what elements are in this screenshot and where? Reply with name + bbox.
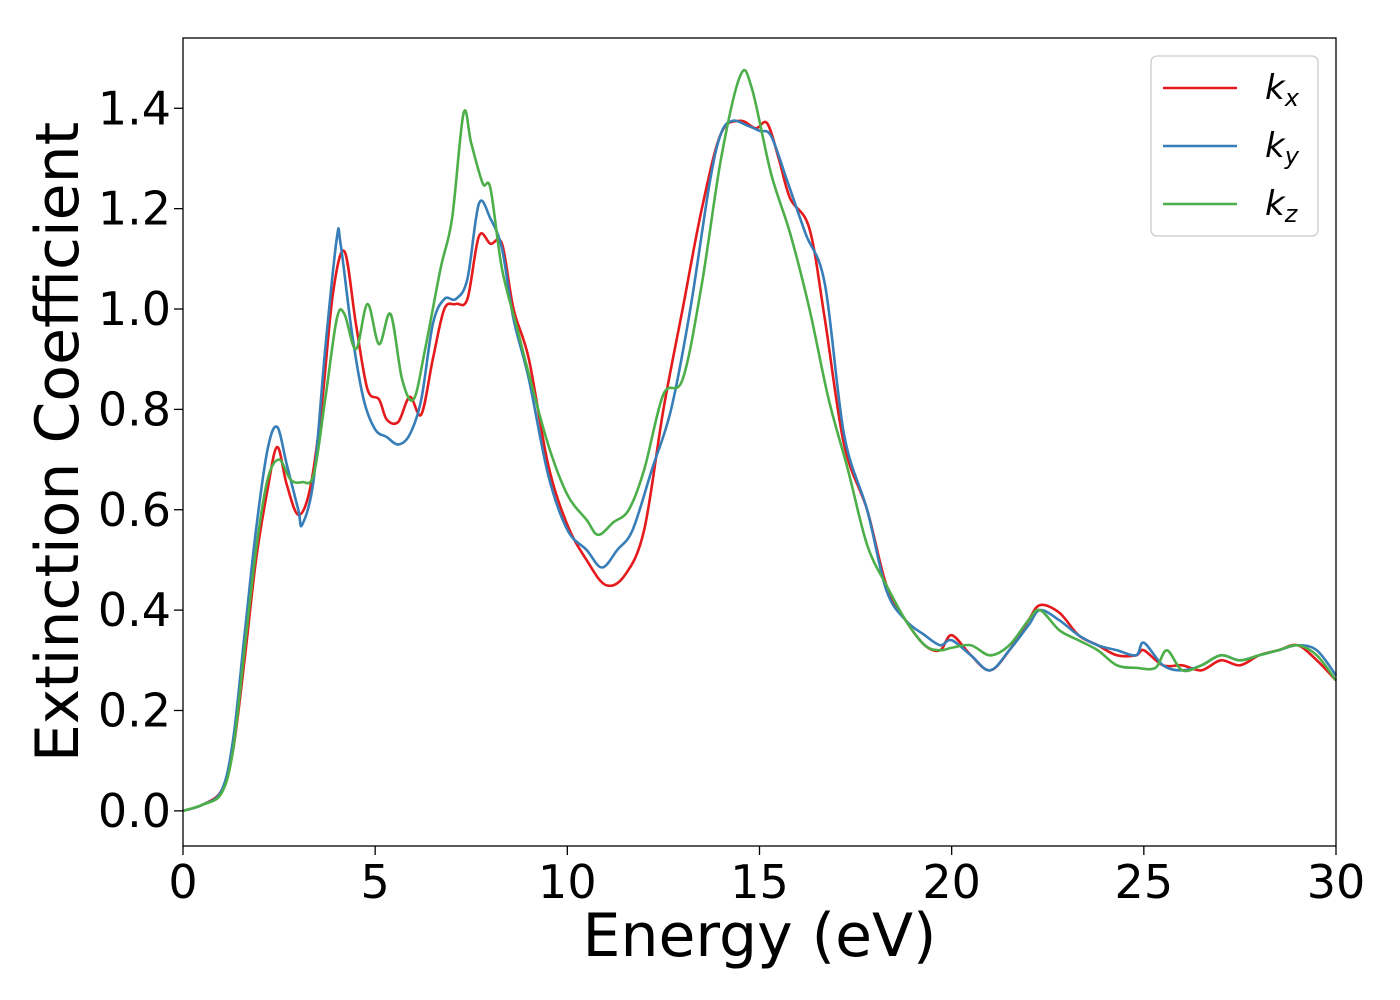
x-tick-label: 30 (1307, 855, 1366, 909)
y-tick-label: 1.2 (98, 182, 171, 236)
x-axis-label: Energy (eV) (583, 901, 937, 971)
legend-label-z: kz (1265, 184, 1299, 228)
x-tick-label: 5 (361, 855, 390, 909)
series-line-z (182, 68, 1338, 813)
x-tick-label: 10 (538, 855, 597, 909)
series-line-y (182, 119, 1338, 813)
y-tick-label: 1.0 (98, 282, 171, 336)
y-tick-label: 0.6 (98, 483, 171, 537)
y-tick-label: 1.4 (98, 81, 171, 135)
y-tick-label: 0.0 (98, 784, 171, 838)
y-axis-label: Extinction Coefficient (23, 122, 93, 762)
y-tick-label: 0.8 (98, 382, 171, 436)
legend-label-y: ky (1265, 126, 1300, 170)
axis-ticks: 0 5 10 15 20 25 30 0.0 0.2 0.4 0.6 0.8 1.0 1.2 1.4 (98, 81, 1365, 909)
x-tick-label: 25 (1115, 855, 1174, 909)
x-tick-label: 0 (168, 855, 197, 909)
legend-label-x: kx (1265, 68, 1300, 112)
x-tick-label: 20 (922, 855, 981, 909)
legend: kx ky kz (1150, 55, 1319, 237)
y-tick-label: 0.2 (98, 683, 171, 737)
y-tick-label: 0.4 (98, 583, 171, 637)
x-tick-label: 15 (730, 855, 789, 909)
series-lines (182, 68, 1338, 813)
